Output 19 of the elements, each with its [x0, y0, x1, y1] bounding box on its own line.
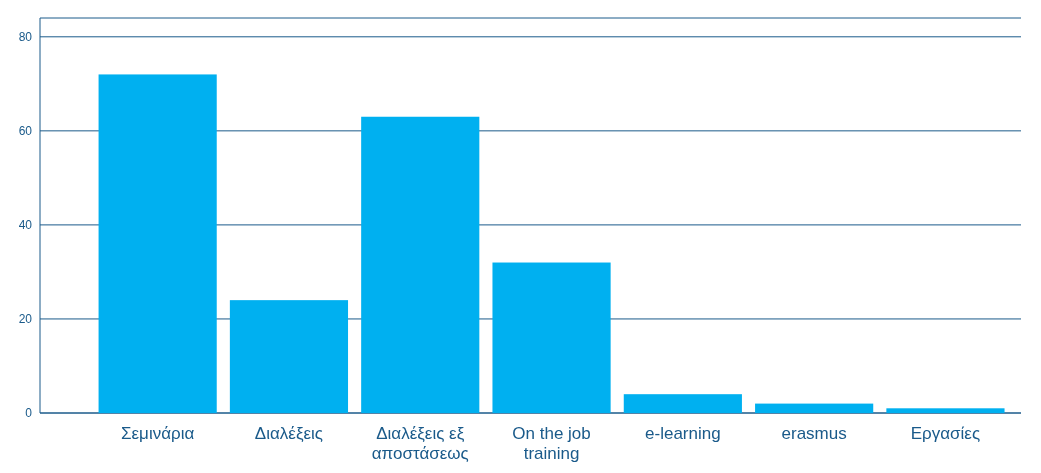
y-tick-label: 40 [18, 218, 33, 233]
x-tick-label: Διαλέξεις εξ αποστάσεως [371, 424, 469, 463]
x-tick-label: On the job training [512, 424, 591, 463]
bar [492, 262, 611, 413]
bar [886, 408, 1005, 413]
bar [98, 74, 217, 413]
y-tick-label: 80 [18, 30, 33, 45]
bar [229, 300, 349, 413]
x-tick-label: Εργασίες [910, 424, 981, 443]
x-tick-label: Διαλέξεις [254, 424, 324, 443]
bar [623, 394, 742, 413]
bar [361, 116, 480, 413]
x-tick-label: erasmus [781, 424, 847, 443]
x-tick-label: Σεμινάρια [121, 424, 195, 443]
bar [755, 403, 874, 413]
y-tick-label: 60 [18, 124, 33, 139]
x-tick-label: e-learning [645, 424, 721, 443]
y-tick-label: 20 [18, 312, 33, 327]
y-tick-label: 0 [25, 406, 33, 421]
